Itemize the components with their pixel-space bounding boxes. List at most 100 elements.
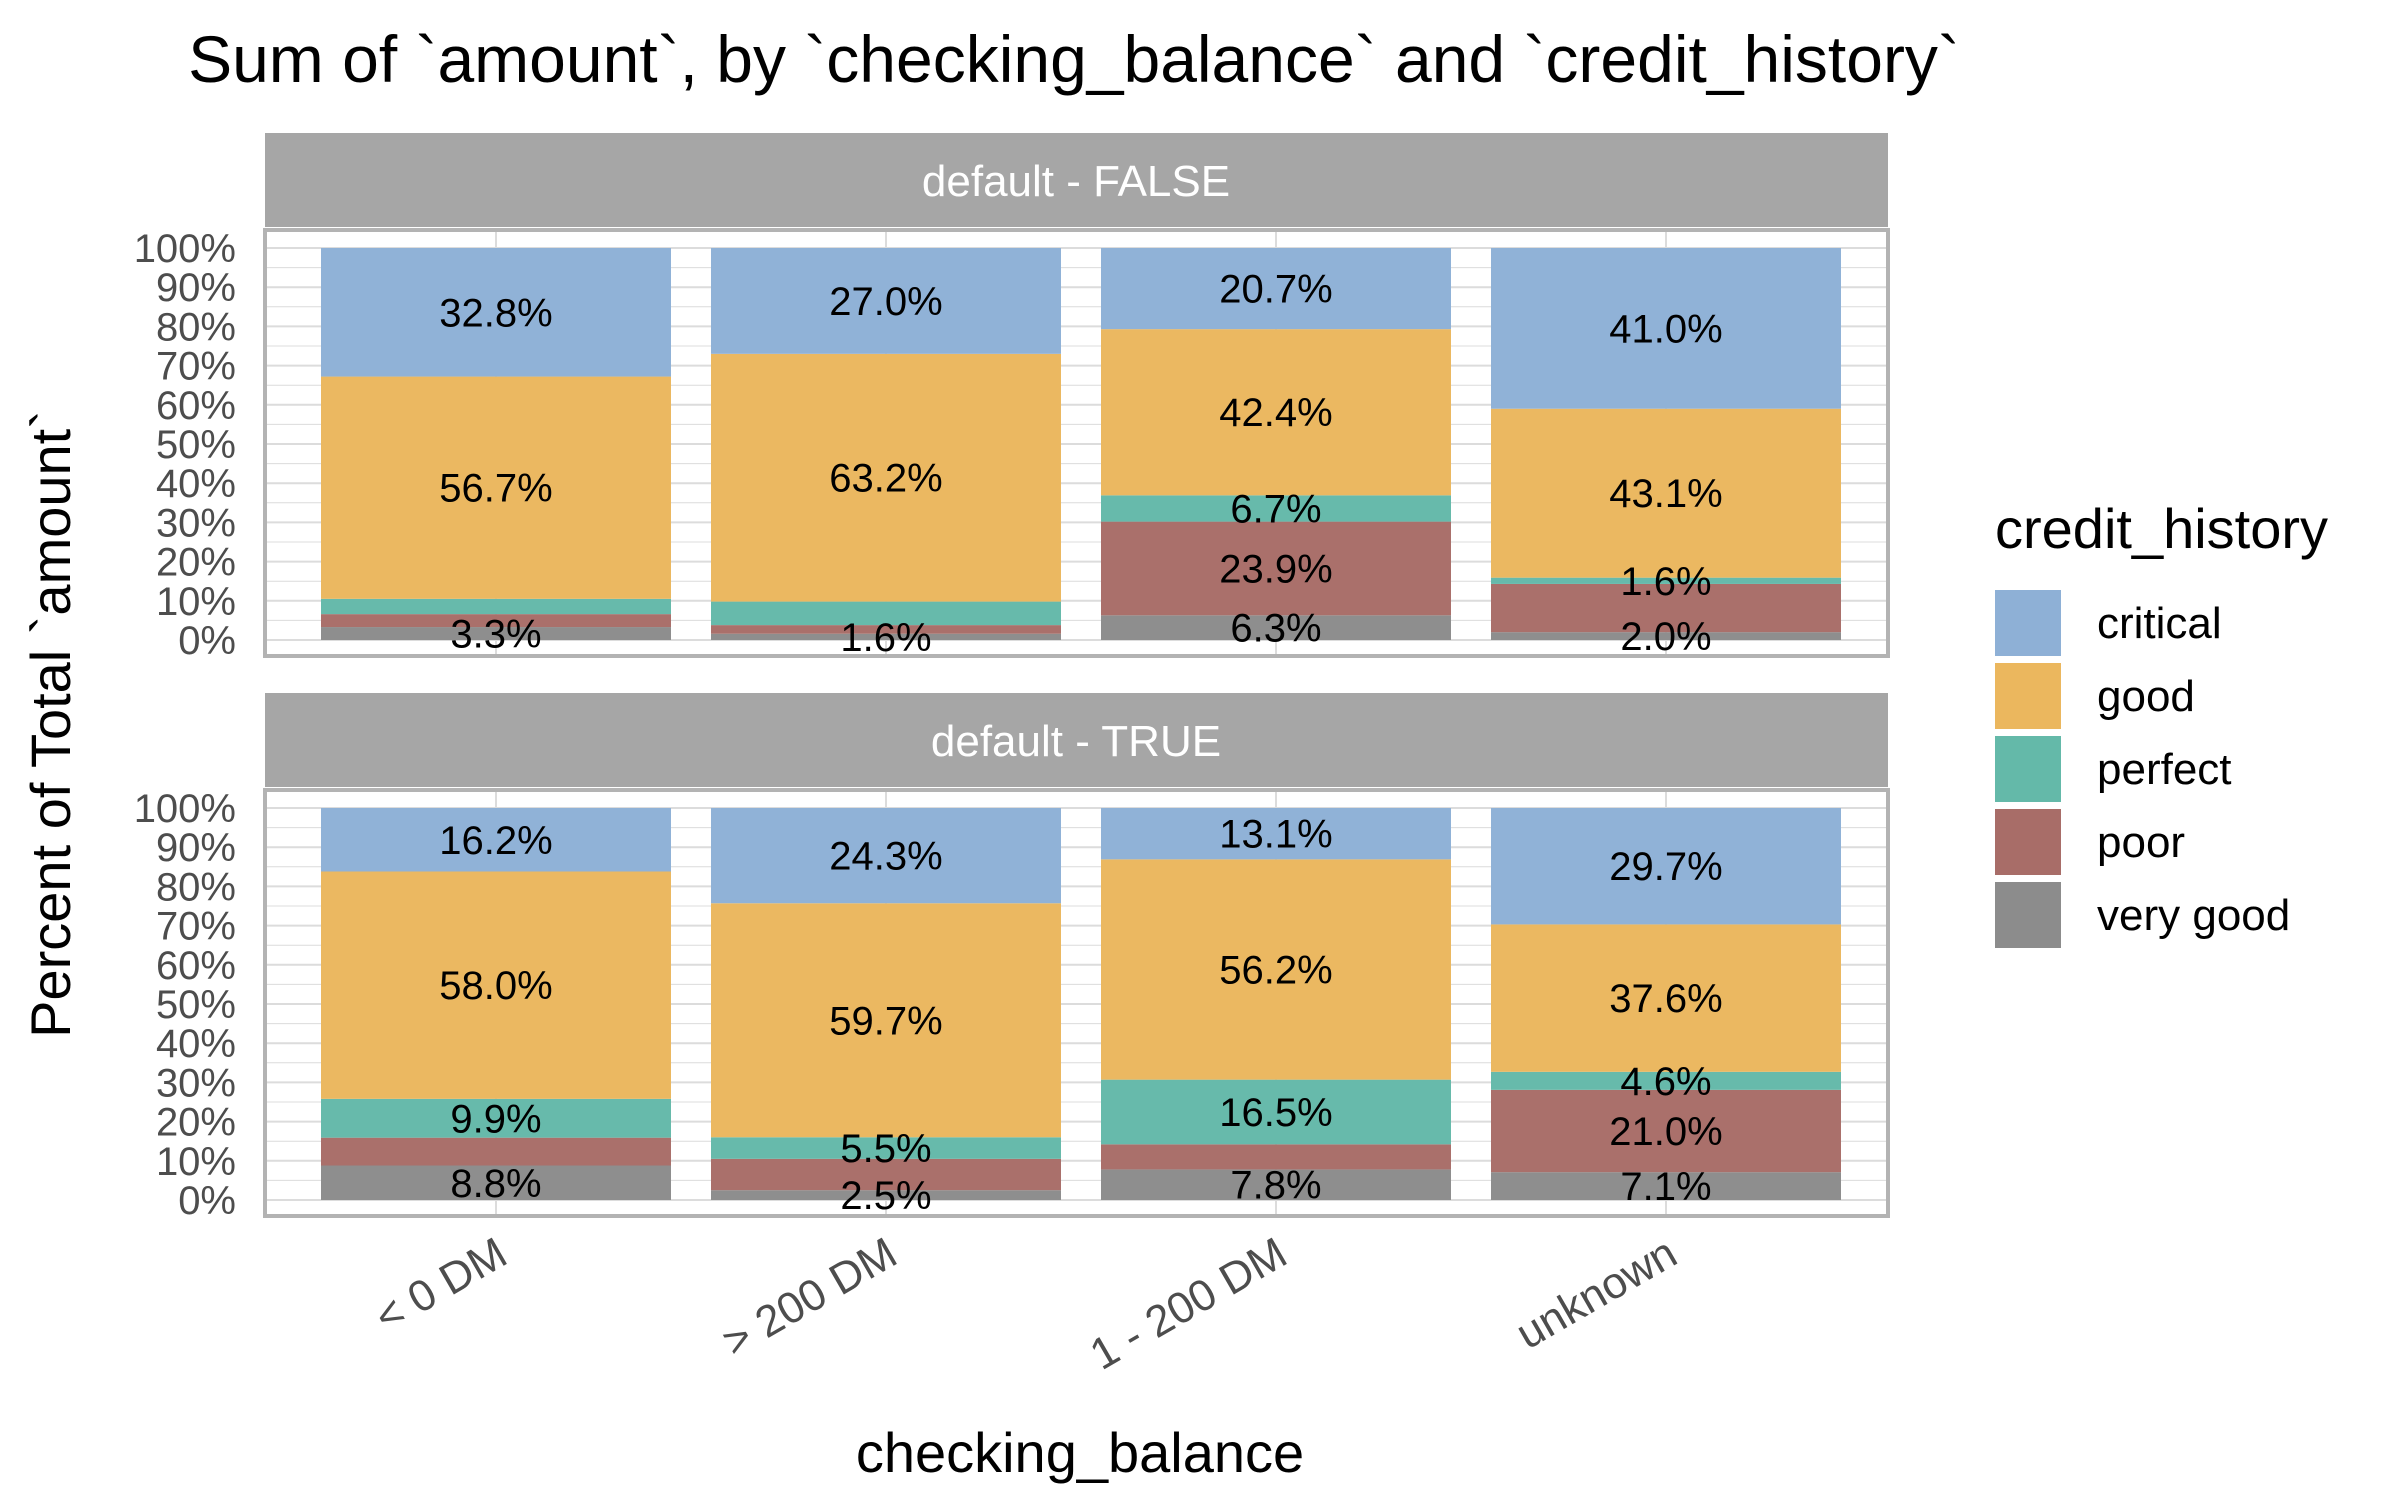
legend: credit_history critical good perfect poor ve… xyxy=(1995,497,2328,948)
bar-label: 8.8% xyxy=(450,1162,541,1206)
bar-segment-perfect xyxy=(1491,577,1841,584)
y-tick-label: 100% xyxy=(134,787,236,831)
bar-segment-poor xyxy=(321,614,671,628)
legend-label: good xyxy=(2097,672,2195,721)
bar-label: 3.3% xyxy=(450,613,541,657)
y-tick-label: 0% xyxy=(178,1179,236,1223)
legend-swatch-poor xyxy=(1995,809,2061,875)
bar-label: 1.6% xyxy=(1620,560,1711,604)
y-tick-label: 60% xyxy=(156,944,236,988)
bar-segment-perfect xyxy=(321,1098,671,1138)
bar-segment-good xyxy=(711,353,1061,602)
facet-strip-label: default - FALSE xyxy=(922,157,1230,206)
bar-label: 5.5% xyxy=(840,1127,931,1171)
bar-label: 27.0% xyxy=(829,280,942,324)
bar-label: 21.0% xyxy=(1609,1110,1722,1154)
y-tick-labels: 0%10%20%30%40%50%60%70%80%90%100% xyxy=(134,787,236,1223)
bar-segment-critical xyxy=(711,248,1061,354)
chart-title: Sum of `amount`, by `checking_balance` a… xyxy=(188,22,1960,96)
bar-label: 2.5% xyxy=(840,1174,931,1218)
bar-label: 59.7% xyxy=(829,999,942,1043)
bar-segment-critical xyxy=(1101,248,1451,330)
bar-label: 7.1% xyxy=(1620,1165,1711,1209)
bar-label: 56.7% xyxy=(439,467,552,511)
bar-segment-critical xyxy=(711,808,1061,904)
bar-segment-critical xyxy=(321,808,671,872)
bar-segment-good xyxy=(1491,924,1841,1072)
x-tick-label: < 0 DM xyxy=(367,1228,515,1342)
y-tick-label: 40% xyxy=(156,1022,236,1066)
bar-segment-good xyxy=(711,903,1061,1138)
y-tick-label: 30% xyxy=(156,501,236,545)
y-tick-label: 0% xyxy=(178,619,236,663)
bar-segment-perfect xyxy=(321,598,671,615)
bar-segment-very-good xyxy=(711,1190,1061,1200)
x-axis-title: checking_balance xyxy=(856,1421,1304,1484)
bar-label: 41.0% xyxy=(1609,307,1722,351)
bar-labels: 3.3% 56.7% 32.8% 1.6% 63.2% 27.0% 6.3% 23.9% 6.7… xyxy=(439,268,1722,660)
x-tick-label: > 200 DM xyxy=(714,1228,905,1366)
bar-segment-very-good xyxy=(321,627,671,640)
y-tick-label: 20% xyxy=(156,541,236,585)
facet-strip xyxy=(265,693,1888,787)
bar-segment-critical xyxy=(1101,808,1451,860)
bar-segment-poor xyxy=(711,1158,1061,1191)
bar-segment-very-good xyxy=(1491,632,1841,640)
panel-border xyxy=(263,228,1890,658)
bar-segment-perfect xyxy=(711,601,1061,626)
y-tick-label: 70% xyxy=(156,345,236,389)
bar-segment-perfect xyxy=(1101,1079,1451,1145)
bar-segment-good xyxy=(321,871,671,1099)
bar-segment-poor xyxy=(321,1137,671,1166)
legend-items: critical good perfect poor very good xyxy=(1995,590,2290,948)
bar-label: 1.6% xyxy=(840,616,931,660)
bar-segment-perfect xyxy=(1491,1071,1841,1090)
x-tick-label: 1 - 200 DM xyxy=(1082,1228,1295,1379)
y-tick-label: 30% xyxy=(156,1061,236,1105)
bar-label: 16.5% xyxy=(1219,1091,1332,1135)
bar-label: 7.8% xyxy=(1230,1164,1321,1208)
bar-label: 37.6% xyxy=(1609,977,1722,1021)
bar-segment-poor xyxy=(1101,521,1451,616)
y-tick-label: 80% xyxy=(156,865,236,909)
y-tick-label: 50% xyxy=(156,423,236,467)
bar-segment-perfect xyxy=(711,1137,1061,1159)
bar-segment-good xyxy=(1101,859,1451,1080)
legend-swatch-perfect xyxy=(1995,736,2061,802)
bar-label: 16.2% xyxy=(439,819,552,863)
bar-label: 29.7% xyxy=(1609,845,1722,889)
y-tick-label: 10% xyxy=(156,580,236,624)
bar-label: 9.9% xyxy=(450,1097,541,1141)
bar-segment-poor xyxy=(1491,583,1841,633)
y-tick-label: 100% xyxy=(134,227,236,271)
legend-title: credit_history xyxy=(1995,497,2328,560)
bar-segment-good xyxy=(1491,408,1841,578)
bar-label: 20.7% xyxy=(1219,268,1332,312)
bar-segment-perfect xyxy=(1101,495,1451,522)
bar-segment-poor xyxy=(1491,1089,1841,1173)
bar-label: 32.8% xyxy=(439,291,552,335)
bar-label: 24.3% xyxy=(829,835,942,879)
y-tick-label: 40% xyxy=(156,462,236,506)
bar-label: 13.1% xyxy=(1219,813,1332,857)
legend-swatch-very-good xyxy=(1995,882,2061,948)
bar-segment-critical xyxy=(321,248,671,377)
bar-label: 43.1% xyxy=(1609,472,1722,516)
y-tick-label: 90% xyxy=(156,826,236,870)
legend-swatch-critical xyxy=(1995,590,2061,656)
bar-label: 4.6% xyxy=(1620,1060,1711,1104)
bar-segment-poor xyxy=(711,625,1061,634)
bar-label: 2.0% xyxy=(1620,615,1711,659)
bar-label: 6.7% xyxy=(1230,487,1321,531)
legend-label: critical xyxy=(2097,599,2222,648)
legend-label: very good xyxy=(2097,891,2290,940)
bar-label: 63.2% xyxy=(829,457,942,501)
bar-segment-very-good xyxy=(711,633,1061,640)
bars xyxy=(321,248,1841,640)
bar-segment-very-good xyxy=(321,1165,671,1200)
bar-segment-very-good xyxy=(1491,1172,1841,1200)
facet-strip xyxy=(265,133,1888,227)
facet-default-false: default - FALSE 3.3% 56.7% 32.8% 1.6% 63.2% 2… xyxy=(134,133,1890,663)
legend-label: perfect xyxy=(2097,745,2232,794)
